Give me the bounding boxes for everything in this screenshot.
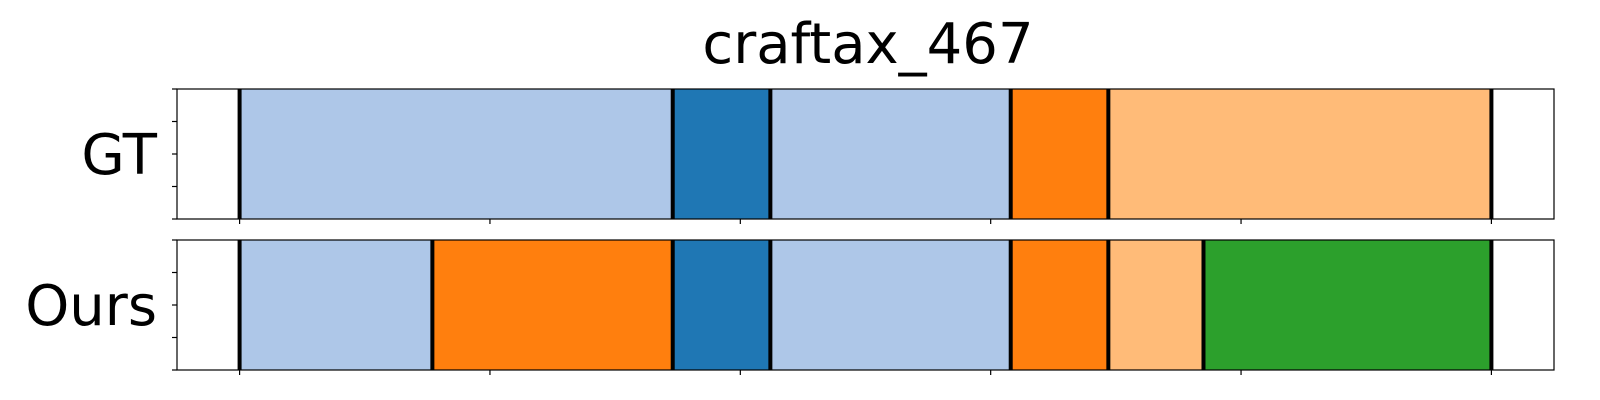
segment-ours-0 [239,240,433,370]
segment-ours-1 [432,240,673,370]
segment-ours-2 [672,240,771,370]
segment-gt-0 [239,89,673,219]
segment-gt-4 [1108,89,1492,219]
segment-ours-4 [1010,240,1109,370]
row-label-gt: GT [81,123,157,188]
segment-gt-3 [1010,89,1109,219]
segment-gt-2 [770,89,1011,219]
panel-gt: GT [81,88,1555,224]
row-label-ours: Ours [25,274,157,339]
chart-title: craftax_467 [702,12,1033,77]
segment-ours-3 [770,240,1011,370]
segment-ours-6 [1203,240,1492,370]
segment-gt-1 [672,89,771,219]
panel-ours: Ours [25,239,1555,375]
segment-ours-5 [1108,240,1204,370]
